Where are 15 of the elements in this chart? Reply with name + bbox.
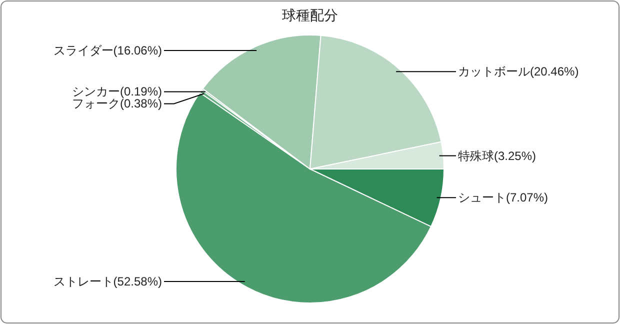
slice-label: 特殊球 [458, 148, 494, 163]
slice-label: スライダー [53, 44, 114, 58]
data-label: (3.25%) [494, 148, 536, 163]
slice-label: フォーク [72, 96, 120, 111]
chart-title: 球種配分 [282, 7, 338, 23]
slice-label: シンカー [72, 84, 120, 99]
data-label: (7.07%) [506, 190, 548, 205]
slice-label: カットボール [458, 64, 530, 79]
slice-label: ストレート [53, 274, 114, 288]
data-label: (0.38%) [120, 96, 162, 111]
data-label: (52.58%) [113, 274, 162, 288]
data-label: (16.06%) [113, 44, 162, 58]
slice-label: シュート [458, 190, 506, 205]
data-label: (0.19%) [120, 84, 162, 99]
data-label: (20.46%) [530, 64, 579, 79]
